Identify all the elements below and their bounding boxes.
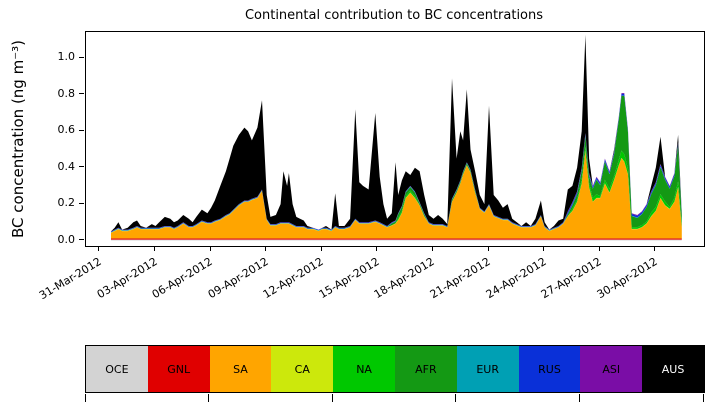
y-tick [79,93,84,95]
y-tick [79,166,84,168]
stacked-area-chart [111,34,682,241]
y-tick [79,129,84,131]
y-tick [79,202,84,204]
legend-cell-eur: EUR [456,346,519,392]
legend-cell-afr: AFR [394,346,457,392]
y-tick-label: 1.0 [57,50,76,64]
area-oce [111,239,682,241]
legend-cell-rus: RUS [518,346,581,392]
area-gnl [111,238,682,240]
x-tick [431,246,433,251]
legend-tick [331,394,333,402]
x-tick [376,246,378,251]
legend-cell-oce: OCE [86,346,148,392]
y-tick [79,56,84,58]
y-tick-label: 0.0 [57,232,76,246]
legend-cell-ca: CA [271,346,334,392]
legend-cell-na: NA [333,346,395,392]
x-tick [153,246,155,251]
legend-tick [702,394,704,402]
chart-title: Continental contribution to BC concentra… [244,8,544,23]
x-tick [320,246,322,251]
legend-cell-aus: AUS [642,346,704,392]
x-tick [487,246,489,251]
y-tick-label: 0.4 [57,159,76,173]
legend-tick [578,394,580,402]
continent-legend: OCE GNL SA CA NA AFR EUR RUS ASI AUS [85,345,705,393]
x-tick [98,246,100,251]
area-aus [111,34,682,232]
area-sa [111,150,682,239]
y-tick-label: 0.2 [57,196,76,210]
plot-area [85,31,705,247]
legend-cell-gnl: GNL [147,346,210,392]
x-tick [543,246,545,251]
y-axis-label: BC concentration (ng m⁻³) [9,40,27,238]
legend-tick [208,394,210,402]
y-tick-label: 0.6 [57,123,76,137]
y-tick-label: 0.8 [57,86,76,100]
y-tick [79,239,84,241]
legend-tick [455,394,457,402]
legend-tick [84,394,86,402]
x-tick [209,246,211,251]
x-tick [654,246,656,251]
area-afr [111,95,682,233]
legend-cell-asi: ASI [580,346,643,392]
x-tick [265,246,267,251]
legend-cell-sa: SA [209,346,272,392]
x-tick [598,246,600,251]
